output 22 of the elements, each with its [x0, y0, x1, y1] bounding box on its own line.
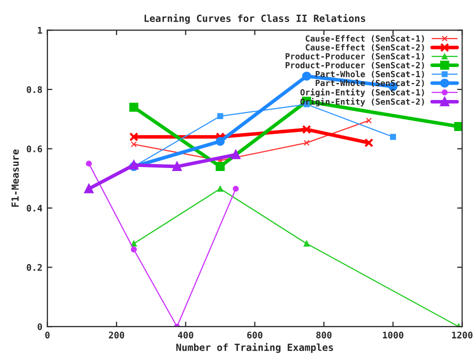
y-tick-label: 0.2: [26, 264, 42, 271]
legend-label: Cause-Effect (SenScat-1): [306, 35, 424, 43]
x-tick-label: 1000: [382, 332, 404, 338]
x-tick-label: 0: [45, 332, 50, 338]
legend-label: Origin-Entity (SenScat-1): [300, 88, 424, 98]
y-tick-label: 0.4: [26, 204, 42, 212]
y-axis-title: F1-Measure: [12, 150, 19, 207]
x-tick-label: 400: [178, 332, 194, 338]
x-axis-title: Number of Training Examples: [176, 342, 334, 353]
y-tick-label: 1: [38, 27, 42, 34]
legend-label: Product-Producer (SenScat-2): [286, 62, 424, 70]
legend-label: Cause-Effect (SenScat-2): [306, 44, 424, 52]
legend-label: Product-Producer (SenScat-1): [286, 52, 424, 60]
y-tick-label: 0.8: [26, 86, 42, 94]
chart-title: Learning Curves for Class II Relations: [144, 14, 366, 24]
x-tick-label: 200: [108, 332, 124, 338]
x-tick-label: 800: [316, 332, 332, 338]
x-tick-label: 1200: [452, 332, 472, 338]
x-tick-label: 600: [247, 332, 262, 338]
legend-label: Part-Whole (SenScat-1): [316, 70, 424, 78]
y-tick-label: 0: [38, 323, 42, 330]
y-tick-label: 0.6: [26, 145, 42, 152]
